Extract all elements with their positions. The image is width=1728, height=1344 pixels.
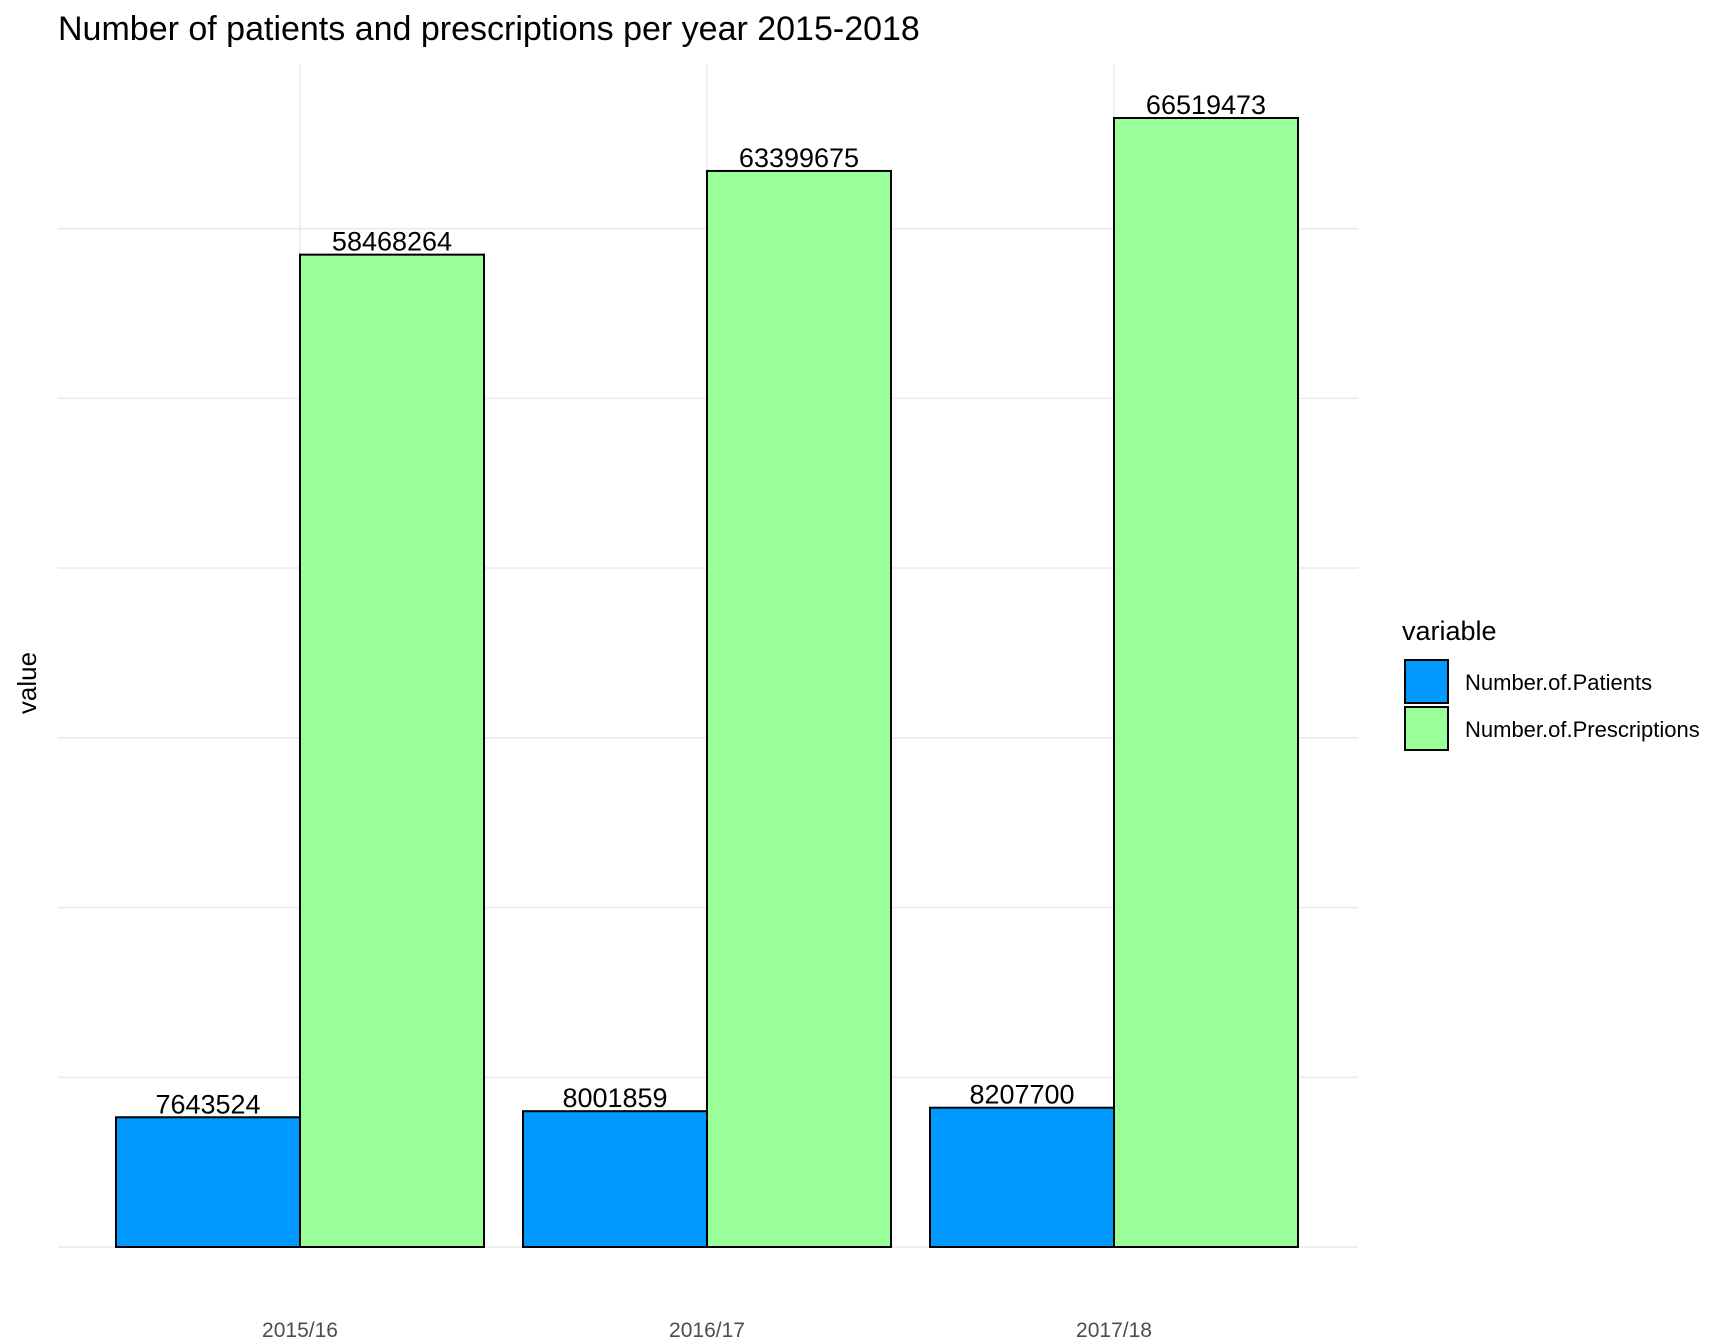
bar-number-of-patients-0 <box>115 1116 301 1249</box>
data-label: 58468264 <box>332 227 452 257</box>
legend-swatch <box>1404 659 1449 704</box>
bars <box>115 117 1299 1249</box>
legend-label: Number.of.Patients <box>1465 670 1652 695</box>
legend-label: Number.of.Prescriptions <box>1465 717 1700 742</box>
bar-number-of-prescriptions-0 <box>299 253 485 1248</box>
data-label: 63399675 <box>739 143 859 173</box>
data-label: 8001859 <box>562 1083 667 1113</box>
legend: variable Number.of.Patients Number.of.Pre… <box>1402 616 1700 751</box>
x-tick-label: 2017/18 <box>1076 1319 1152 1342</box>
x-tick-label: 2016/17 <box>669 1319 745 1342</box>
bar-number-of-patients-1 <box>522 1110 708 1248</box>
y-axis-label: value <box>12 652 42 714</box>
bar-number-of-patients-2 <box>929 1106 1115 1249</box>
data-label: 8207700 <box>969 1080 1074 1110</box>
data-labels: 7643524 58468264 8001859 63399675 8207700 665… <box>155 90 1266 1119</box>
bar-number-of-prescriptions-1 <box>706 169 892 1248</box>
x-tick-label: 2015/16 <box>262 1319 338 1342</box>
x-tick-labels: 2015/16 2016/17 2017/18 <box>262 1319 1152 1342</box>
legend-title: variable <box>1402 616 1497 646</box>
data-label: 66519473 <box>1146 90 1266 120</box>
legend-swatch <box>1404 706 1449 751</box>
chart-title: Number of patients and prescriptions per… <box>58 10 920 48</box>
data-label: 7643524 <box>155 1089 260 1119</box>
bar-number-of-prescriptions-2 <box>1113 117 1299 1248</box>
